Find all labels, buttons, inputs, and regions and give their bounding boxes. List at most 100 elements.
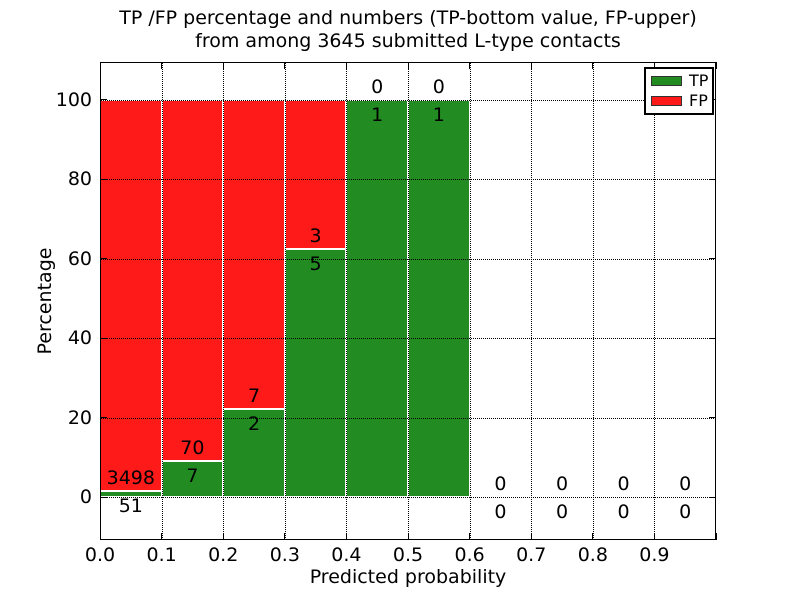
y-tick-label: 40 bbox=[67, 327, 92, 349]
y-tick-label: 100 bbox=[55, 88, 92, 111]
x-tick-mark bbox=[530, 533, 532, 540]
tp-count-label: 51 bbox=[118, 495, 143, 518]
fp-count-label: 3498 bbox=[106, 467, 155, 490]
tp-count-label: 1 bbox=[432, 103, 445, 126]
tp-count-label: 1 bbox=[371, 103, 384, 126]
gridline-horizontal bbox=[100, 179, 716, 180]
x-tick-mark bbox=[161, 533, 163, 540]
tp-count-label: 0 bbox=[679, 501, 692, 523]
x-tick-mark bbox=[284, 533, 286, 540]
fp-count-label: 0 bbox=[555, 473, 569, 495]
y-tick-label: 80 bbox=[67, 168, 92, 190]
x-tick-label: 0.7 bbox=[516, 544, 547, 566]
x-tick-mark bbox=[715, 533, 717, 540]
tp-legend-swatch bbox=[651, 76, 682, 86]
gridline-vertical bbox=[161, 62, 163, 540]
bars-layer bbox=[100, 62, 716, 540]
x-tick-label: 0.0 bbox=[84, 544, 116, 566]
gridline-horizontal bbox=[100, 338, 716, 339]
x-tick-label: 0.8 bbox=[577, 544, 608, 566]
gridline-vertical bbox=[469, 62, 471, 540]
chart-title-line1: TP /FP percentage and numbers (TP-bottom… bbox=[119, 7, 697, 29]
x-tick-label: 0.2 bbox=[208, 544, 239, 566]
y-tick-mark bbox=[100, 417, 107, 418]
tp-bar-segment bbox=[408, 99, 470, 497]
tp-count-label: 2 bbox=[247, 412, 261, 435]
grid-layer bbox=[100, 62, 716, 540]
tp-bar-segment bbox=[284, 248, 347, 497]
chart-title-line2: from among 3645 submitted L-type contact… bbox=[195, 30, 621, 52]
gridline-vertical bbox=[284, 62, 286, 540]
tp-count-label: 5 bbox=[309, 252, 322, 275]
x-tick-mark-top bbox=[592, 62, 594, 69]
gridline-vertical bbox=[531, 62, 533, 540]
gridline-vertical bbox=[592, 62, 594, 540]
plot-area: 3498 51 70 7 7 2 3 5 0 1 0 1 0 0 0 0 0 0 0 0 TP FP bbox=[99, 62, 717, 540]
gridline-vertical bbox=[408, 62, 409, 540]
x-tick-mark-top bbox=[161, 62, 163, 69]
x-tick-mark bbox=[407, 533, 409, 540]
x-tick-mark bbox=[345, 533, 347, 540]
y-tick-mark bbox=[100, 99, 107, 100]
gridline-vertical bbox=[654, 62, 656, 540]
legend: TP FP bbox=[644, 67, 714, 115]
gridline-horizontal bbox=[100, 497, 716, 498]
x-tick-mark bbox=[469, 533, 471, 540]
x-tick-label: 0.9 bbox=[639, 544, 670, 566]
x-tick-mark-top bbox=[407, 62, 409, 69]
legend-entry-fp: FP bbox=[651, 93, 708, 109]
x-tick-mark-top bbox=[469, 62, 471, 69]
y-tick-mark-right bbox=[709, 337, 716, 339]
x-tick-mark bbox=[653, 533, 655, 540]
x-tick-mark-top bbox=[284, 62, 286, 69]
x-tick-mark bbox=[222, 533, 224, 540]
x-axis-label: Predicted probability bbox=[309, 566, 507, 588]
x-tick-label: 0.3 bbox=[269, 544, 300, 566]
gridline-horizontal bbox=[100, 258, 716, 260]
fp-count-label: 70 bbox=[180, 436, 205, 459]
annotations-layer: 3498 51 70 7 7 2 3 5 0 1 0 1 0 0 0 0 0 0 0 0 bbox=[100, 62, 716, 540]
fp-bar-segment bbox=[100, 99, 162, 492]
y-tick-mark bbox=[100, 496, 107, 498]
y-tick-mark-right bbox=[709, 496, 716, 498]
y-tick-label: 0 bbox=[79, 486, 92, 508]
x-tick-mark-top bbox=[222, 62, 224, 69]
x-tick-label: 0.4 bbox=[331, 544, 362, 566]
tp-count-label: 0 bbox=[494, 501, 507, 523]
x-tick-label: 0.5 bbox=[392, 544, 424, 566]
fp-bar-segment bbox=[284, 99, 347, 249]
fp-count-label: 3 bbox=[309, 224, 322, 247]
y-tick-label: 60 bbox=[67, 247, 92, 270]
tp-count-label: 7 bbox=[186, 464, 199, 487]
y-tick-mark-right bbox=[709, 417, 716, 418]
y-tick-mark-right bbox=[709, 258, 716, 259]
gridline-vertical bbox=[346, 62, 348, 540]
gridline-horizontal bbox=[100, 99, 716, 101]
fp-count-label: 0 bbox=[494, 473, 507, 495]
y-tick-mark bbox=[100, 337, 107, 339]
y-tick-mark-right bbox=[709, 178, 716, 180]
x-tick-mark-top bbox=[530, 62, 532, 69]
tp-bar-segment bbox=[223, 408, 285, 497]
y-tick-label: 20 bbox=[67, 406, 92, 429]
fp-count-label: 0 bbox=[371, 75, 384, 98]
gridline-vertical bbox=[223, 62, 225, 540]
fp-count-label: 0 bbox=[432, 75, 445, 98]
x-tick-label: 0.1 bbox=[146, 544, 177, 566]
x-tick-mark-top bbox=[715, 62, 717, 69]
fp-legend-swatch bbox=[651, 96, 682, 106]
x-tick-mark bbox=[592, 533, 594, 540]
legend-entry-tp: TP bbox=[651, 71, 709, 90]
x-tick-label: 0.6 bbox=[454, 544, 485, 566]
y-tick-mark bbox=[100, 178, 107, 180]
tp-legend-label: TP bbox=[689, 71, 709, 90]
fp-count-label: 7 bbox=[247, 384, 261, 407]
y-tick-mark bbox=[100, 258, 107, 259]
tp-count-label: 0 bbox=[555, 501, 569, 523]
fp-count-label: 0 bbox=[617, 473, 630, 495]
tp-bar-segment bbox=[346, 99, 408, 497]
gridline-horizontal bbox=[100, 417, 716, 419]
fp-bar-segment bbox=[161, 99, 224, 461]
x-tick-mark-top bbox=[345, 62, 347, 69]
